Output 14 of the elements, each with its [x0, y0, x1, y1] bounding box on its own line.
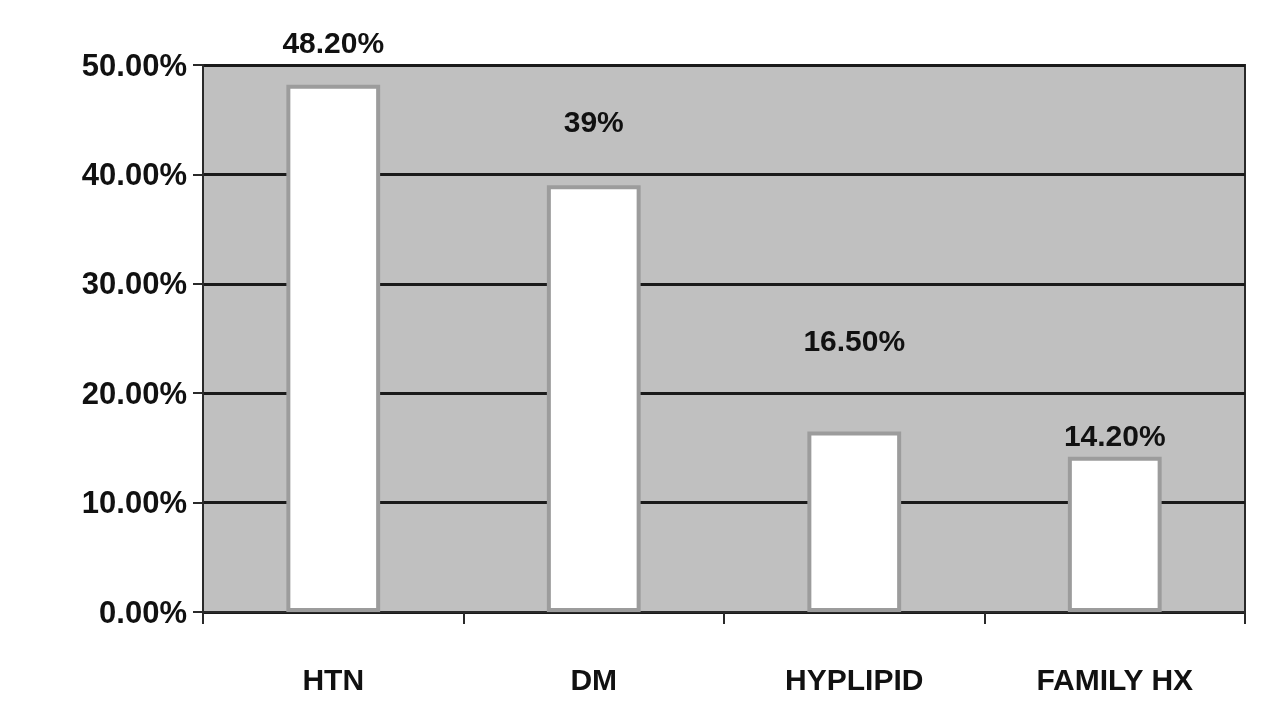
- x-tick-label: DM: [570, 662, 618, 696]
- y-tick-label: 40.00%: [81, 156, 187, 192]
- data-label: 16.50%: [803, 324, 906, 357]
- data-label: 14.20%: [1063, 419, 1166, 453]
- y-tick-label: 0.00%: [99, 594, 187, 630]
- y-tick-label: 30.00%: [81, 266, 187, 302]
- x-tick-label: HYPLIPID: [785, 662, 924, 696]
- x-tick-label: HTN: [302, 662, 365, 696]
- y-tick-label: 10.00%: [81, 485, 187, 521]
- y-tick-label: 50.00%: [81, 47, 187, 83]
- y-tick-label: 20.00%: [81, 375, 187, 411]
- x-tick-label: FAMILY HX: [1036, 662, 1194, 696]
- data-label: 39%: [563, 105, 624, 139]
- data-label: 48.20%: [282, 25, 385, 59]
